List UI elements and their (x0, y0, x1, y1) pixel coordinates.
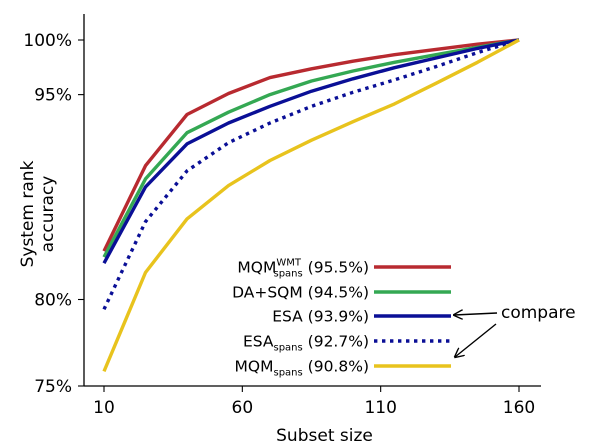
y-axis-label-line: System rank (18, 160, 38, 267)
legend-label-esa_spans: ESAspans (92.7%) (243, 333, 369, 354)
compare-arrow-esa (454, 313, 498, 315)
legend: MQMWMT spans (95.5%)DA+SQM (94.5%)ESA (93… (232, 258, 451, 379)
compare-label: compare (501, 303, 576, 323)
compare-annotation: compare (454, 303, 576, 357)
legend-label-main: MQM (235, 358, 274, 376)
legend-label-mqm_spans: MQMspans (90.8%) (235, 358, 369, 379)
legend-label-esa: ESA (93.9%) (272, 308, 369, 326)
y-tick-label: 100% (23, 31, 72, 51)
legend-label-suffix: (93.9%) (303, 308, 369, 326)
legend-label-main: DA+SQM (232, 284, 303, 302)
legend-label-main: ESA (272, 308, 303, 326)
x-tick-label: 60 (232, 398, 254, 418)
legend-label-sub: spans (274, 343, 303, 354)
y-axis-label: System rankaccuracy (18, 160, 58, 267)
legend-label-sub: spans (274, 269, 303, 280)
series-lines (102, 38, 520, 373)
x-axis-label: Subset size (276, 426, 373, 445)
x-tick-label: 160 (503, 398, 535, 418)
y-tick-label: 95% (34, 86, 72, 106)
series-line-esa_spans (102, 38, 520, 311)
axes: 10 60 110 160 75% 80% 95% 100% Subset size System… (18, 14, 541, 445)
legend-label-main: ESA (243, 333, 274, 351)
x-tick-label: 10 (93, 398, 115, 418)
x-tick-label: 110 (364, 398, 396, 418)
legend-label-mqm_wmt_spans: MQMWMT spans (95.5%) (237, 258, 369, 280)
series-line-mqm_wmt_spans (102, 38, 520, 252)
legend-label-da_sqm: DA+SQM (94.5%) (232, 284, 369, 302)
series-line-mqm_spans (102, 38, 520, 373)
series-line-esa (102, 38, 520, 265)
legend-label-sub: spans (274, 368, 303, 379)
legend-label-sup: WMT (276, 258, 302, 269)
legend-label-suffix: (94.5%) (303, 284, 369, 302)
y-axis-label-line: accuracy (38, 176, 58, 253)
compare-arrow-mqm-spans (455, 323, 497, 357)
series-line-da_sqm (102, 38, 520, 258)
legend-label-suffix: (90.8%) (303, 358, 369, 376)
legend-label-suffix: (92.7%) (303, 333, 369, 351)
y-tick-label: 75% (34, 377, 72, 397)
y-tick-label: 80% (34, 291, 72, 311)
legend-label-main: MQM (237, 259, 276, 277)
legend-label-suffix: (95.5%) (303, 259, 369, 277)
